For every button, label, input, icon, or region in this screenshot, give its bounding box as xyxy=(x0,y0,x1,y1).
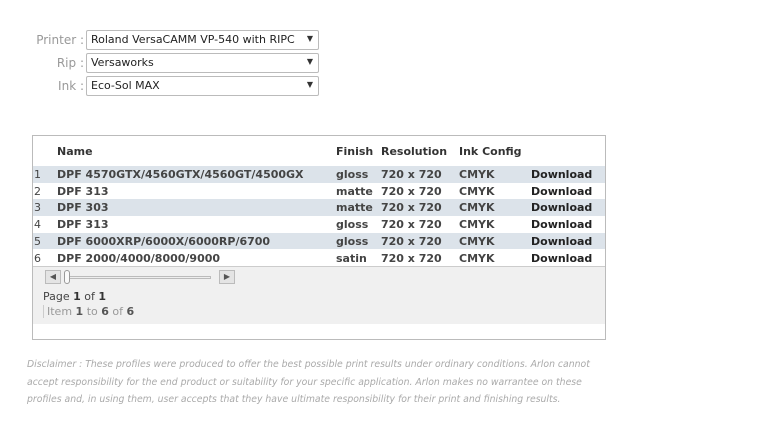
pager: ◀ ▶ Page 1 of 1 Item 1 to 6 of 6 xyxy=(33,266,605,324)
rip-value: Versaworks xyxy=(91,56,154,69)
grid-header: Name Finish Resolution Ink Config xyxy=(33,140,605,164)
cell-name: DPF 313 xyxy=(57,218,109,232)
ink-label: Ink : xyxy=(58,79,84,93)
row-index: 4 xyxy=(34,218,41,232)
row-index: 6 xyxy=(34,251,41,265)
rip-filter: Rip : Versaworks ▼ xyxy=(20,53,319,73)
row-index: 5 xyxy=(34,234,41,248)
cell-name: DPF 303 xyxy=(57,201,109,215)
item-info: Item 1 to 6 of 6 xyxy=(43,305,134,318)
chevron-down-icon: ▼ xyxy=(306,80,313,89)
arrow-left-icon[interactable]: ◀ xyxy=(45,270,61,284)
cell-resolution: 720 x 720 xyxy=(381,234,442,248)
cell-ink-config: CMYK xyxy=(459,218,495,232)
download-link[interactable]: Download xyxy=(531,168,593,181)
printer-value: Roland VersaCAMM VP-540 with RIPC xyxy=(91,33,295,46)
download-link[interactable]: Download xyxy=(531,184,593,198)
table-row: 4 DPF 313 gloss 720 x 720 CMYK Download xyxy=(33,216,605,233)
table-row: 2 DPF 313 matte 720 x 720 CMYK Download xyxy=(33,183,605,200)
row-index: 1 xyxy=(34,168,41,181)
cell-name: DPF 2000/4000/8000/9000 xyxy=(57,251,221,265)
ink-value: Eco-Sol MAX xyxy=(91,79,160,92)
chevron-down-icon: ▼ xyxy=(306,57,313,66)
download-link[interactable]: Download xyxy=(531,201,593,215)
header-finish[interactable]: Finish xyxy=(336,145,374,158)
disclaimer: Disclaimer : These profiles were produce… xyxy=(27,359,590,405)
slider-handle[interactable] xyxy=(64,270,70,284)
table-row: 3 DPF 303 matte 720 x 720 CMYK Download xyxy=(33,199,605,217)
page-slider[interactable] xyxy=(67,276,211,279)
table-row: 5 DPF 6000XRP/6000X/6000RP/6700 gloss 720 x… xyxy=(33,232,605,250)
page-info: Page 1 of 1 xyxy=(43,290,107,303)
rip-select[interactable]: Versaworks ▼ xyxy=(86,53,319,73)
printer-select[interactable]: Roland VersaCAMM VP-540 with RIPC ▼ xyxy=(86,30,319,50)
download-link[interactable]: Download xyxy=(531,218,593,232)
header-ink-config[interactable]: Ink Config xyxy=(459,145,522,158)
cell-name: DPF 4570GTX/4560GTX/4560GT/4500GX xyxy=(57,168,304,181)
cell-ink-config: CMYK xyxy=(459,184,495,198)
printer-filter: Printer : Roland VersaCAMM VP-540 with R… xyxy=(20,30,319,50)
cell-finish: satin xyxy=(336,251,367,265)
table-row: 6 DPF 2000/4000/8000/9000 satin 720 x 720 CM… xyxy=(33,250,605,267)
download-link[interactable]: Download xyxy=(531,251,593,265)
printer-label: Printer : xyxy=(36,33,84,47)
rip-label: Rip : xyxy=(56,56,84,70)
cell-finish: matte xyxy=(336,201,373,215)
row-index: 3 xyxy=(34,201,41,215)
ink-select[interactable]: Eco-Sol MAX ▼ xyxy=(86,76,319,96)
header-name[interactable]: Name xyxy=(57,145,93,158)
cell-ink-config: CMYK xyxy=(459,234,495,248)
cell-resolution: 720 x 720 xyxy=(381,184,442,198)
cell-resolution: 720 x 720 xyxy=(381,251,442,265)
profiles-grid: Name Finish Resolution Ink Config 1 DPF 4… xyxy=(32,135,606,340)
cell-finish: gloss xyxy=(336,168,369,181)
cell-resolution: 720 x 720 xyxy=(381,218,442,232)
table-row: 1 DPF 4570GTX/4560GTX/4560GT/4500GX gloss 7… xyxy=(33,166,605,183)
cell-finish: matte xyxy=(336,184,373,198)
cell-ink-config: CMYK xyxy=(459,168,495,181)
cell-finish: gloss xyxy=(336,234,369,248)
arrow-right-icon[interactable]: ▶ xyxy=(219,270,235,284)
cell-name: DPF 6000XRP/6000X/6000RP/6700 xyxy=(57,234,271,248)
ink-filter: Ink : Eco-Sol MAX ▼ xyxy=(20,76,319,96)
download-link[interactable]: Download xyxy=(531,234,593,248)
cell-finish: gloss xyxy=(336,218,369,232)
cell-ink-config: CMYK xyxy=(459,251,495,265)
cell-name: DPF 313 xyxy=(57,184,109,198)
cell-ink-config: CMYK xyxy=(459,201,495,215)
chevron-down-icon: ▼ xyxy=(306,34,313,43)
header-resolution[interactable]: Resolution xyxy=(381,145,448,158)
row-index: 2 xyxy=(34,184,41,198)
cell-resolution: 720 x 720 xyxy=(381,201,442,215)
cell-resolution: 720 x 720 xyxy=(381,168,442,181)
